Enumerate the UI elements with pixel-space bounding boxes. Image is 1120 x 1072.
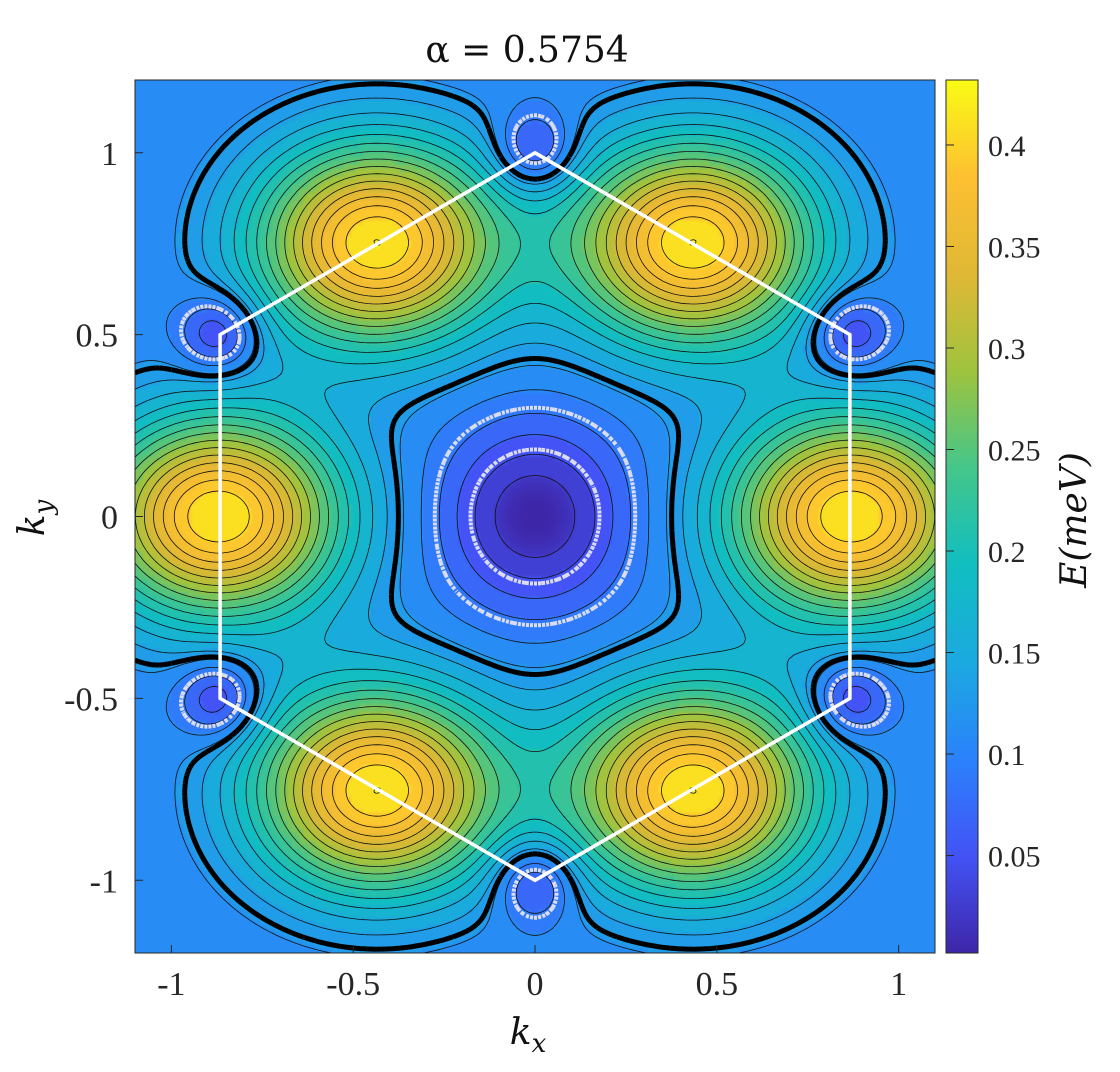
contour-line (135, 173, 935, 860)
x-tick-label: 0.5 (696, 966, 739, 1003)
contour-line (135, 158, 935, 875)
y-axis-ticks: 1 0.5 0 -0.5 -1 (64, 136, 143, 900)
dotted-contour (178, 113, 892, 920)
brillouin-zone-hexagon (218, 150, 852, 883)
y-tick-label: -0.5 (64, 681, 118, 718)
contour-line (184, 119, 886, 914)
chart-title: α = 0.5754 (425, 30, 628, 71)
contour-line (162, 196, 908, 837)
x-tick-label: -1 (157, 966, 185, 1003)
colorbar-label: E(meV) (1054, 452, 1095, 589)
colorbar-tick-label: 0.4 (988, 130, 1026, 163)
contour-line (135, 112, 935, 921)
contour-line (135, 151, 935, 882)
x-tick-label: -0.5 (326, 966, 380, 1003)
contour-line (153, 188, 917, 845)
colorbar-tick-label: 0.15 (988, 638, 1041, 671)
colorbar-ticks: 0.4 0.35 0.3 0.25 0.2 0.15 0.1 0.05 (946, 130, 1041, 874)
contour-line (198, 320, 872, 713)
contour-lines (135, 80, 935, 953)
contour-line (135, 80, 935, 953)
dotted-contour (468, 447, 602, 586)
colorbar-tick-label: 0.1 (988, 739, 1026, 772)
y-tick-label: -1 (90, 863, 118, 900)
colorbar (945, 79, 979, 954)
contour-line (165, 97, 905, 936)
highlight-contour (135, 81, 935, 952)
contour-line (494, 475, 576, 558)
y-tick-label: 0 (101, 500, 118, 537)
x-axis-ticks: -1 -0.5 0 0.5 1 (157, 945, 907, 1003)
contour-line (173, 205, 897, 828)
contour-line (135, 97, 935, 936)
y-axis-label: ky (12, 499, 59, 536)
colorbar-tick-label: 0.35 (988, 231, 1041, 264)
contour-line (187, 216, 883, 817)
y-tick-label: 0.5 (76, 318, 119, 355)
x-axis-label: kx (510, 1012, 547, 1059)
contour-line (135, 134, 935, 899)
colorbar-tick-label: 0.05 (988, 841, 1041, 874)
x-tick-label: 0 (527, 966, 544, 1003)
x-tick-label: 1 (890, 966, 907, 1003)
energy-heatmap (135, 80, 935, 953)
colorbar-tick-label: 0.2 (988, 536, 1026, 569)
colorbar-tick-label: 0.25 (988, 435, 1041, 468)
contour-line (144, 180, 926, 853)
contour-line (474, 454, 596, 579)
colorbar-tick-label: 0.3 (988, 333, 1026, 366)
y-tick-label: 1 (101, 136, 118, 173)
contour-line (135, 124, 935, 909)
